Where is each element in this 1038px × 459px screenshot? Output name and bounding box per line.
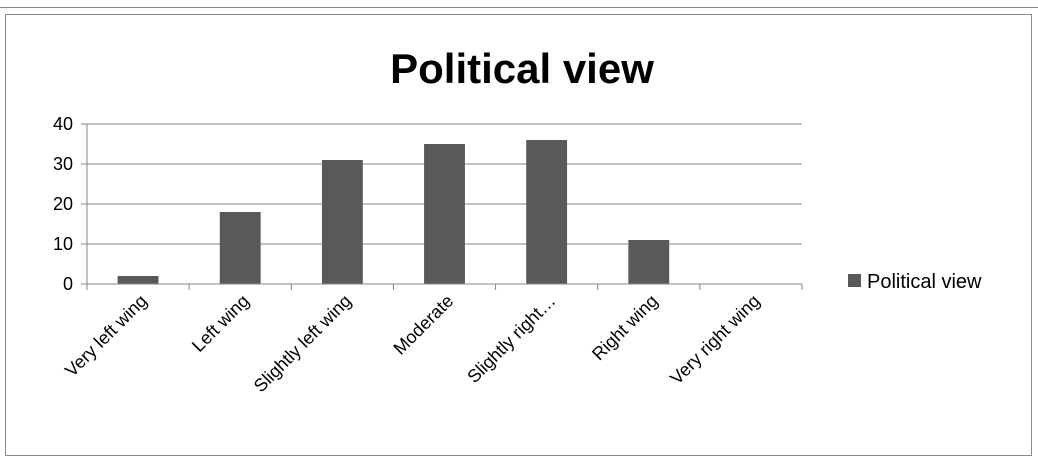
window-top-border (0, 0, 1038, 8)
legend: Political view (848, 271, 982, 293)
y-tick-label: 30 (53, 154, 73, 174)
y-tick-label: 10 (53, 234, 73, 254)
chart-title: Political view (390, 45, 654, 92)
y-tick-label: 20 (53, 194, 73, 214)
chart-frame (5, 14, 1032, 456)
y-axis-ticks: 0 10 20 30 40 (53, 114, 87, 294)
bar (117, 276, 159, 284)
y-tick-label: 0 (63, 274, 73, 294)
x-category-label: Very right wing (666, 291, 764, 389)
y-tick-label: 40 (53, 114, 73, 134)
legend-swatch (848, 274, 861, 287)
x-category-label: Left wing (188, 291, 253, 356)
x-category-label: Moderate (389, 291, 457, 359)
legend-label: Political view (867, 271, 982, 293)
bars (117, 140, 670, 284)
bar (628, 240, 670, 284)
x-category-label: Slightly left wing (250, 291, 355, 396)
x-category-label: Very left wing (61, 291, 151, 381)
bar (526, 140, 568, 284)
x-category-label: Slightly right… (463, 291, 559, 387)
bar (424, 144, 465, 284)
axes (86, 124, 803, 290)
bar (219, 212, 261, 284)
x-category-label: Right wing (588, 291, 662, 365)
bar (321, 160, 363, 284)
